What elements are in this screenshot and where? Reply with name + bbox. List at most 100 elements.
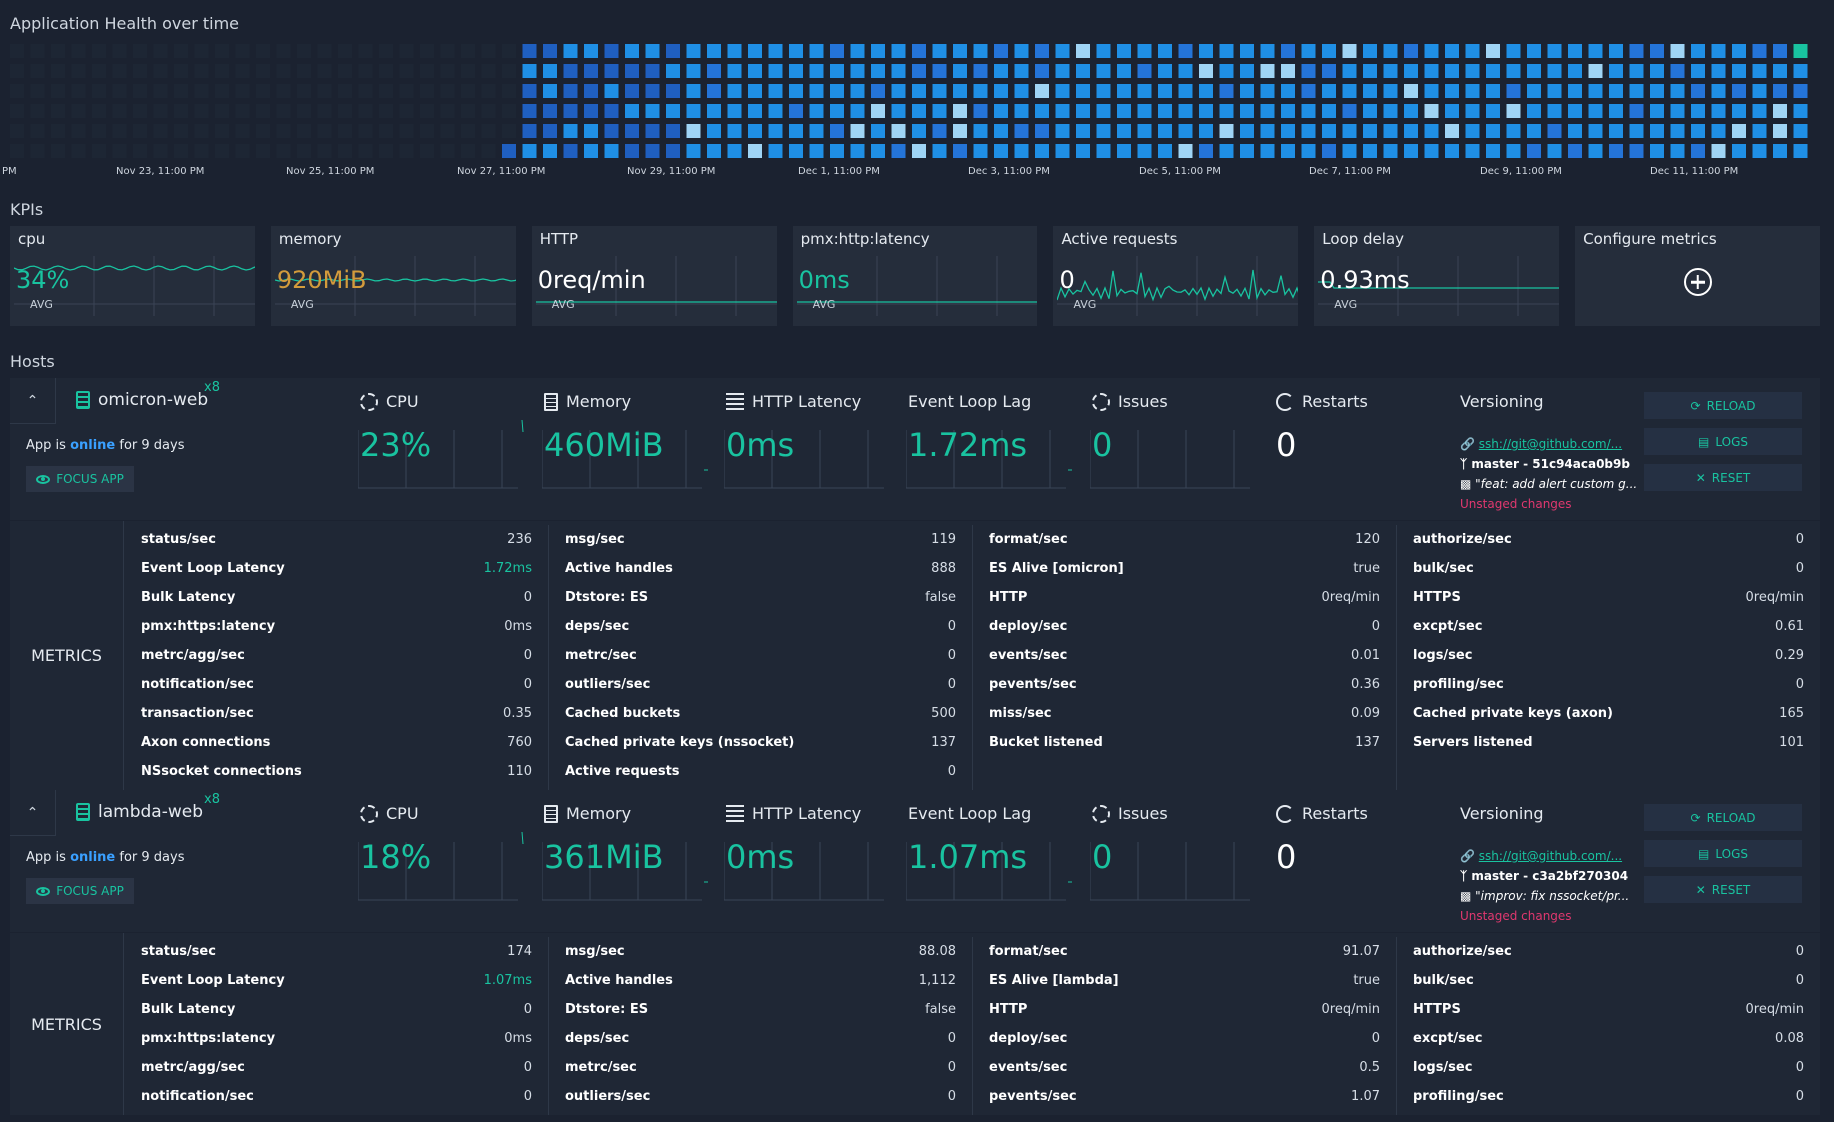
heatmap-cell	[1096, 64, 1111, 78]
heatmap-cell	[1752, 44, 1767, 58]
heatmap-cell	[1137, 84, 1152, 98]
metric-key: Bucket listened	[989, 735, 1103, 750]
metrics-column: authorize/sec 0 bulk/sec 0 HTTPS 0req/min excp…	[1397, 525, 1820, 790]
heatmap-cell	[1691, 104, 1705, 118]
restarts-label: Restarts	[1302, 392, 1368, 411]
heatmap-cell	[30, 124, 45, 138]
repo-url[interactable]: ssh://git@github.com/...	[1478, 437, 1623, 451]
metric-value: 0	[523, 648, 532, 663]
heatmap-cell	[1445, 64, 1459, 78]
heatmap-cell	[1404, 44, 1418, 58]
metric-row: format/sec 91.07	[989, 937, 1380, 966]
heatmap-cell	[1486, 124, 1500, 138]
heatmap-cell	[379, 44, 393, 58]
kpi-card-http[interactable]: HTTP 0req/min AVG	[531, 226, 777, 326]
comment-icon: ▩	[1460, 889, 1476, 903]
heatmap-cell	[10, 64, 24, 78]
metric-value: 0.5	[1359, 1060, 1380, 1075]
heatmap-cell	[789, 144, 803, 158]
metric-row: Dtstore: ES false	[565, 995, 956, 1024]
instance-count: x8	[204, 380, 220, 395]
heatmap-cell	[379, 144, 393, 158]
heatmap-cell	[584, 84, 598, 98]
heatmap-cell	[1752, 144, 1767, 158]
heatmap-cell	[1383, 104, 1398, 118]
reload-button[interactable]: ⟳ RELOAD	[1644, 804, 1802, 831]
heatmap-cell	[973, 104, 988, 118]
heatmap-cell	[1260, 44, 1275, 58]
heatmap-cell	[1137, 104, 1152, 118]
add-metric-icon[interactable]	[1683, 268, 1712, 296]
metric-key: metrc/sec	[565, 1060, 637, 1075]
reload-button[interactable]: ⟳ RELOAD	[1644, 392, 1802, 419]
heatmap-cell	[502, 104, 516, 118]
cpu-value: 23%	[360, 426, 432, 464]
kpi-card-active-requests[interactable]: Active requests 0 AVG	[1053, 226, 1299, 326]
logs-button[interactable]: ▤ LOGS	[1644, 840, 1802, 867]
heatmap-cell	[768, 64, 783, 78]
heatmap-cell	[1383, 124, 1398, 138]
metric-row: format/sec 120	[989, 525, 1380, 554]
heatmap-cell	[440, 144, 455, 158]
heatmap-cell	[1076, 124, 1090, 138]
metric-value: 119	[931, 532, 956, 547]
metric-key: authorize/sec	[1413, 532, 1512, 547]
collapse-toggle-icon[interactable]: ⌃	[10, 790, 56, 836]
heatmap-cell	[625, 84, 639, 98]
host-name[interactable]: omicron-web	[76, 390, 208, 410]
metric-value: 0	[947, 764, 956, 779]
heatmap-cell	[1793, 124, 1808, 138]
kpi-card-memory[interactable]: memory 920MiB AVG	[270, 226, 516, 326]
issues-chart	[1090, 430, 1250, 489]
kpi-card-pmx-http-latency[interactable]: pmx:http:latency 0ms AVG	[792, 226, 1038, 326]
heatmap-cell	[1650, 124, 1664, 138]
reset-button[interactable]: ✕ RESET	[1644, 464, 1802, 491]
metric-value: 0	[1795, 1089, 1804, 1104]
heatmap-cell	[92, 144, 106, 158]
issues-label: Issues	[1118, 392, 1168, 411]
collapse-toggle-icon[interactable]: ⌃	[10, 378, 56, 424]
focus-app-button[interactable]: FOCUS APP	[26, 878, 134, 904]
metric-key: status/sec	[141, 532, 216, 547]
memory-icon	[544, 804, 558, 823]
issues-icon	[1092, 392, 1110, 411]
heatmap-cell	[1158, 104, 1172, 118]
configure-metrics-card[interactable]: Configure metrics	[1575, 226, 1821, 326]
heatmap-cell	[604, 64, 619, 78]
kpi-card-loop-delay[interactable]: Loop delay 0.93ms AVG	[1314, 226, 1560, 326]
memory-icon	[544, 392, 558, 411]
hosts-title: Hosts	[10, 352, 55, 371]
metric-row: authorize/sec 0	[1413, 937, 1804, 966]
metric-key: deps/sec	[565, 619, 630, 634]
repo-url[interactable]: ssh://git@github.com/...	[1478, 849, 1623, 863]
heatmap-cell	[1363, 44, 1377, 58]
host-name[interactable]: lambda-web	[76, 802, 203, 822]
metric-value: 0	[523, 590, 532, 605]
heatmap-x-axis: PM Nov 23, 11:00 PM Nov 25, 11:00 PM Nov 27…	[2, 166, 1820, 180]
restarts-value: 0	[1276, 838, 1297, 876]
app-status: App is online for 9 days	[26, 850, 184, 865]
metric-value: 0	[523, 1089, 532, 1104]
focus-app-button[interactable]: FOCUS APP	[26, 466, 134, 492]
repo-link[interactable]: 🔗 ssh://git@github.com/...	[1460, 849, 1640, 865]
heatmap-cell	[276, 144, 291, 158]
kpi-card-cpu[interactable]: cpu 34% AVG	[10, 226, 255, 326]
heatmap-cell	[1281, 144, 1295, 158]
heatmap-cell	[379, 84, 393, 98]
repo-link[interactable]: 🔗 ssh://git@github.com/...	[1460, 437, 1640, 453]
heatmap-cell	[1568, 104, 1582, 118]
heatmap-cell	[1322, 84, 1336, 98]
heatmap-cell	[994, 124, 1008, 138]
heatmap-cell	[1281, 84, 1295, 98]
reset-button[interactable]: ✕ RESET	[1644, 876, 1802, 903]
heatmap-cell	[1691, 144, 1705, 158]
heatmap-cell	[276, 104, 291, 118]
heatmap-cell	[1096, 124, 1111, 138]
heatmap-cell	[461, 124, 475, 138]
heatmap-cell	[235, 104, 250, 118]
logs-button[interactable]: ▤ LOGS	[1644, 428, 1802, 455]
metric-key: logs/sec	[1413, 648, 1473, 663]
metric-key: msg/sec	[565, 944, 625, 959]
commit-text: "feat: add alert custom g...	[1475, 477, 1638, 491]
heatmap-cell	[830, 84, 844, 98]
